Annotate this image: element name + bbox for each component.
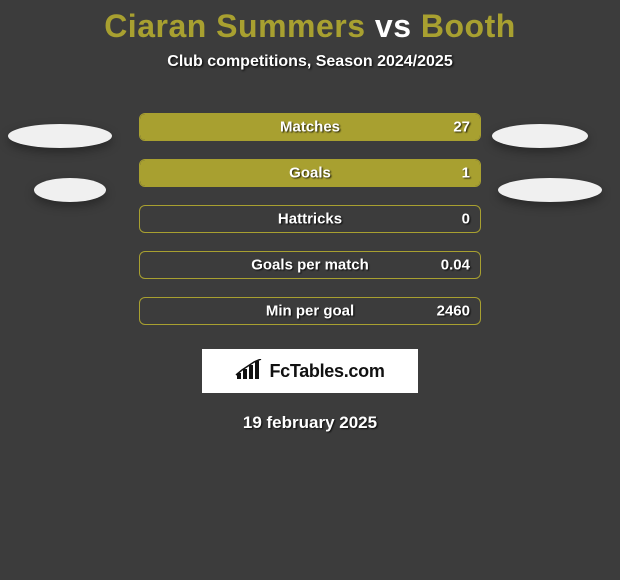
decorative-ellipse <box>498 178 602 202</box>
stat-label: Goals per match <box>251 257 369 274</box>
stat-label: Matches <box>280 119 340 136</box>
stat-value: 0.04 <box>441 257 470 274</box>
stat-row: Goals per match 0.04 <box>139 251 481 279</box>
stat-value: 2460 <box>437 303 470 320</box>
title-player2: Booth <box>421 8 516 44</box>
stat-value: 27 <box>453 119 470 136</box>
stat-label: Min per goal <box>266 303 354 320</box>
stats-container: Matches 27 Goals 1 Hattricks 0 Goals per… <box>139 113 481 325</box>
subtitle: Club competitions, Season 2024/2025 <box>0 53 620 71</box>
decorative-ellipse <box>492 124 588 148</box>
stat-row: Goals 1 <box>139 159 481 187</box>
title-vs: vs <box>375 8 412 44</box>
footer-badge: FcTables.com <box>202 349 418 393</box>
footer-badge-text: FcTables.com <box>269 361 384 382</box>
stat-value: 0 <box>462 211 470 228</box>
decorative-ellipse <box>34 178 106 202</box>
bar-chart-icon <box>235 359 263 383</box>
stat-row: Matches 27 <box>139 113 481 141</box>
stat-row: Min per goal 2460 <box>139 297 481 325</box>
stat-row: Hattricks 0 <box>139 205 481 233</box>
title-player1: Ciaran Summers <box>104 8 365 44</box>
stat-label: Hattricks <box>278 211 342 228</box>
page-title: Ciaran Summers vs Booth <box>0 0 620 45</box>
footer-date: 19 february 2025 <box>0 413 620 433</box>
decorative-ellipse <box>8 124 112 148</box>
stat-value: 1 <box>462 165 470 182</box>
stat-label: Goals <box>289 165 331 182</box>
